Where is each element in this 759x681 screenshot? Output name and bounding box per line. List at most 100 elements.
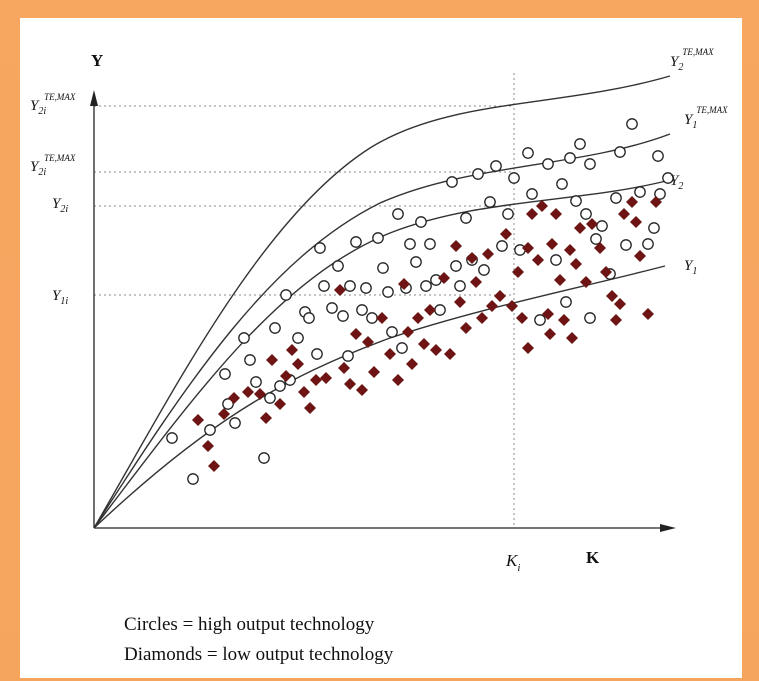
diamond-point-15 xyxy=(304,402,316,414)
circle-point-43 xyxy=(430,274,442,286)
diamond-point-67 xyxy=(610,314,622,326)
circle-point-4 xyxy=(219,368,231,380)
circle-point-7 xyxy=(238,332,250,344)
diamond-point-76 xyxy=(544,328,556,340)
circle-point-70 xyxy=(596,220,608,232)
diamond-point-26 xyxy=(384,348,396,360)
diamond-point-17 xyxy=(320,372,332,384)
diamond-point-44 xyxy=(486,300,498,312)
circle-point-50 xyxy=(472,168,484,180)
circle-point-18 xyxy=(303,312,315,324)
circle-point-63 xyxy=(556,178,568,190)
diamond-point-19 xyxy=(338,362,350,374)
circle-point-22 xyxy=(326,302,338,314)
circle-point-8 xyxy=(244,354,256,366)
diamond-point-20 xyxy=(344,378,356,390)
diamond-point-14 xyxy=(298,386,310,398)
diamond-point-58 xyxy=(558,314,570,326)
diamond-point-57 xyxy=(554,274,566,286)
circle-point-74 xyxy=(620,239,632,251)
circle-point-79 xyxy=(652,150,664,162)
diamond-point-6 xyxy=(242,386,254,398)
circle-point-25 xyxy=(342,350,354,362)
diamond-point-34 xyxy=(430,344,442,356)
axes xyxy=(90,90,676,532)
circle-point-40 xyxy=(415,216,427,228)
diamond-point-48 xyxy=(512,266,524,278)
diamond-point-61 xyxy=(574,222,586,234)
x-axis-arrow xyxy=(660,524,676,532)
circle-point-64 xyxy=(564,152,576,164)
diamond-point-74 xyxy=(650,196,662,208)
circle-point-39 xyxy=(410,256,422,268)
diamond-point-43 xyxy=(482,248,494,260)
circle-point-67 xyxy=(580,208,592,220)
k-tick-label: Ki xyxy=(505,551,520,574)
circle-point-21 xyxy=(318,280,330,292)
circle-point-35 xyxy=(392,208,404,220)
circle-point-29 xyxy=(360,282,372,294)
circle-point-51 xyxy=(478,264,490,276)
circle-point-82 xyxy=(560,296,572,308)
diamond-point-1 xyxy=(192,414,204,426)
diamond-point-24 xyxy=(368,366,380,378)
circle-point-75 xyxy=(626,118,638,130)
circle-point-10 xyxy=(258,452,270,464)
curve-labels: Y2TE,MAX Y1TE,MAX Y2 Y1 xyxy=(670,47,728,277)
circle-point-61 xyxy=(542,158,554,170)
diamond-point-50 xyxy=(522,242,534,254)
diamond-point-53 xyxy=(536,200,548,212)
circle-point-76 xyxy=(634,186,646,198)
circle-point-47 xyxy=(454,280,466,292)
circle-point-54 xyxy=(496,240,508,252)
diamond-point-41 xyxy=(470,276,482,288)
guide-lines xyxy=(94,73,515,528)
circle-point-57 xyxy=(514,244,526,256)
diamond-point-33 xyxy=(424,304,436,316)
figure-frame: Y K Ki Y2iTE,MAX Y2iTE,MAX Y2i Y1i Y2TE,… xyxy=(20,18,742,678)
diamond-point-21 xyxy=(350,328,362,340)
diamond-point-5 xyxy=(228,392,240,404)
diamond-point-68 xyxy=(614,298,626,310)
diamond-point-63 xyxy=(586,218,598,230)
diamond-point-11 xyxy=(280,370,292,382)
diamond-point-28 xyxy=(398,278,410,290)
circle-point-34 xyxy=(386,326,398,338)
diamond-point-30 xyxy=(406,358,418,370)
diamond-point-27 xyxy=(392,374,404,386)
circle-point-38 xyxy=(404,238,416,250)
circle-point-73 xyxy=(614,146,626,158)
diamond-point-47 xyxy=(506,300,518,312)
circle-point-65 xyxy=(570,195,582,207)
diamond-point-62 xyxy=(580,276,592,288)
diamond-point-64 xyxy=(594,242,606,254)
diamond-point-49 xyxy=(516,312,528,324)
low-output-diamonds xyxy=(192,196,662,472)
diamond-point-12 xyxy=(286,344,298,356)
circle-point-41 xyxy=(420,280,432,292)
circle-point-32 xyxy=(377,262,389,274)
circle-point-72 xyxy=(610,192,622,204)
circle-point-80 xyxy=(654,188,666,200)
circle-point-42 xyxy=(424,238,436,250)
diamond-point-22 xyxy=(356,384,368,396)
curve-y2 xyxy=(93,179,671,529)
diamond-point-75 xyxy=(522,342,534,354)
circle-point-58 xyxy=(522,147,534,159)
circle-point-55 xyxy=(502,208,514,220)
diamond-point-10 xyxy=(274,398,286,410)
y-axis-arrow xyxy=(90,90,98,106)
curve-label-y2-te-max: Y2TE,MAX xyxy=(670,47,714,73)
circle-point-24 xyxy=(337,310,349,322)
diamond-point-60 xyxy=(570,258,582,270)
circle-point-12 xyxy=(269,322,281,334)
circle-point-20 xyxy=(314,242,326,254)
circle-point-11 xyxy=(264,392,276,404)
circle-point-62 xyxy=(550,254,562,266)
diamond-point-54 xyxy=(542,308,554,320)
circle-point-23 xyxy=(332,260,344,272)
circle-point-16 xyxy=(292,332,304,344)
diamond-point-72 xyxy=(634,250,646,262)
circle-point-33 xyxy=(382,286,394,298)
circle-point-36 xyxy=(396,342,408,354)
